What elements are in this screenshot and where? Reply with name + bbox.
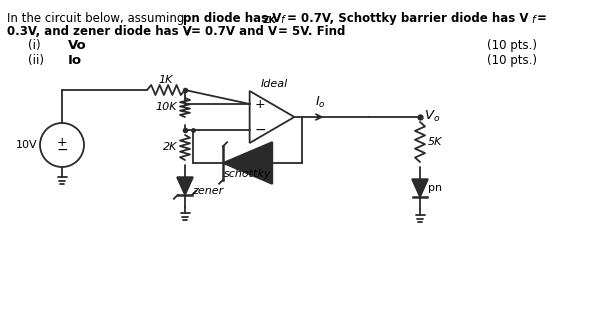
Text: $I_o$: $I_o$ [315,95,326,110]
Text: Ideal: Ideal [261,79,288,89]
Text: schottky: schottky [224,169,271,179]
Text: −: − [56,143,68,157]
Text: 10K: 10K [155,103,177,113]
Text: (10 pts.): (10 pts.) [487,39,537,52]
Text: Vo: Vo [68,39,87,52]
Text: 0.3V, and zener diode has V: 0.3V, and zener diode has V [7,25,192,38]
Text: $\it{f}$: $\it{f}$ [531,13,538,25]
Polygon shape [412,179,428,197]
Text: $\it{f}$: $\it{f}$ [185,26,192,38]
Text: pn: pn [428,183,442,193]
Text: 5K: 5K [428,137,443,147]
Text: 10V: 10V [15,140,37,150]
Text: 2K: 2K [163,143,177,152]
Text: =: = [537,12,547,25]
Text: (ii): (ii) [28,54,44,67]
Text: = 5V. Find: = 5V. Find [278,25,345,38]
Polygon shape [223,142,272,184]
Text: In the circuit below, assuming: In the circuit below, assuming [7,12,188,25]
Polygon shape [177,177,193,195]
Text: ZK: ZK [263,16,277,25]
Text: zener: zener [192,186,223,196]
Text: 1K: 1K [159,75,173,85]
Text: (10 pts.): (10 pts.) [487,54,537,67]
Text: = 0.7V, Schottky barrier diode has V: = 0.7V, Schottky barrier diode has V [287,12,528,25]
Text: −: − [255,123,267,137]
Text: pn diode has V: pn diode has V [183,12,281,25]
Text: $V_o$: $V_o$ [424,109,440,123]
Text: Io: Io [68,54,82,67]
Text: +: + [255,97,265,111]
Text: $\it{f}$: $\it{f}$ [280,13,287,25]
Text: +: + [57,136,67,148]
Text: = 0.7V and V: = 0.7V and V [191,25,277,38]
Text: (i): (i) [28,39,41,52]
